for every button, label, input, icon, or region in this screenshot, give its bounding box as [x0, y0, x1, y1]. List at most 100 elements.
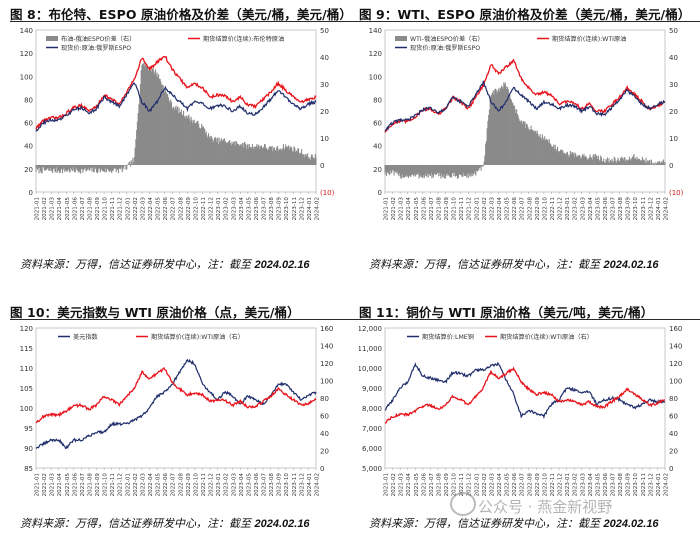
x-tick-label: 2023-06 [254, 473, 260, 497]
y-left-tick-label: 140 [369, 27, 382, 35]
x-tick-label: 2021-12 [118, 197, 124, 220]
source-text: 资料来源：万得，信达证券研发中心，注：截至 [20, 258, 251, 271]
x-tick-label: 2022-07 [520, 197, 526, 221]
x-tick-label: 2021-03 [399, 197, 405, 221]
x-tick-label: 2023-09 [626, 197, 632, 221]
x-tick-label: 2021-04 [57, 197, 63, 221]
y-right-tick-label: 20 [669, 108, 678, 116]
x-tick-label: 2022-11 [201, 473, 207, 497]
source-note: 资料来源：万得，信达证券研发中心，注：截至 2024.02.16 [369, 256, 659, 272]
x-tick-label: 2022-02 [482, 197, 488, 220]
chart-title: 图 10：美元指数与 WTI 原油价格（点，美元/桶） [10, 302, 700, 321]
legend-label: 现货价:原油:俄罗斯ESPO [410, 44, 480, 52]
x-tick-label: 2024-02 [664, 197, 670, 220]
x-tick-label: 2022-07 [520, 473, 526, 497]
chart-panel-fig11: 图 11：铜价与 WTI 原油价格（美元/吨，美元/桶） 5,000 6,000 7… [359, 302, 700, 530]
chart-panel-fig10: 图 10：美元指数与 WTI 原油价格（点，美元/桶） 85 90 95 100 105… [10, 302, 700, 531]
x-tick-label: 2023-11 [641, 197, 647, 221]
y-left-tick-label: 85 [24, 465, 33, 473]
y-right-tick-label: 40 [320, 54, 329, 62]
y-left-tick-label: 105 [20, 385, 33, 393]
y-left-tick-label: 9,000 [362, 385, 382, 393]
source-note: 资料来源：万得，信达证券研发中心，注：截至 2024.02.16 [20, 515, 310, 531]
x-tick-label: 2023-03 [580, 197, 586, 221]
x-tick-label: 2023-04 [588, 197, 594, 221]
x-tick-label: 2022-08 [178, 197, 184, 221]
y-right-tick-label: 60 [320, 413, 329, 421]
x-tick-label: 2023-02 [573, 473, 579, 496]
x-tick-label: 2023-10 [284, 473, 290, 497]
x-tick-label: 2022-10 [542, 197, 548, 221]
x-tick-label: 2022-12 [209, 197, 215, 220]
legend-label: 期货结算价(连续):WTI原油（右） [151, 333, 244, 341]
x-tick-label: 2023-02 [573, 197, 579, 220]
x-tick-label: 2021-12 [467, 473, 473, 496]
chart-title: 图 9：WTI、ESPO 原油价格及价差（美元/桶，美元/桶） [359, 4, 700, 23]
x-tick-label: 2021-06 [72, 197, 78, 221]
x-tick-label: 2022-05 [156, 197, 162, 221]
x-tick-label: 2023-12 [648, 197, 654, 220]
x-tick-label: 2023-12 [299, 473, 305, 496]
x-tick-label: 2022-12 [558, 473, 564, 496]
legend-label: 期货结算价(连续):WTI原油（右） [500, 333, 593, 341]
x-tick-label: 2021-08 [87, 473, 93, 497]
source-date: 2024.02.16 [254, 259, 310, 271]
y-right-tick-label: 20 [320, 448, 329, 456]
plot-frame [384, 327, 666, 469]
x-tick-label: 2022-06 [163, 197, 169, 221]
source-text: 资料来源：万得，信达证券研发中心，注：截至 [369, 258, 600, 271]
x-tick-label: 2023-04 [588, 473, 594, 497]
x-tick-label: 2021-05 [65, 473, 71, 497]
x-tick-label: 2022-03 [140, 473, 146, 497]
chart-title: 图 8：布伦特、ESPO 原油价格及价差（美元/桶，美元/桶） [10, 4, 700, 23]
x-tick-label: 2023-02 [224, 473, 230, 496]
y-right-tick-label: 120 [669, 360, 682, 368]
y-right-tick-label: 50 [669, 27, 678, 35]
series-line [35, 358, 317, 450]
x-tick-label: 2023-05 [246, 197, 252, 221]
x-tick-label: 2021-05 [414, 197, 420, 221]
x-tick-label: 2024-02 [315, 473, 321, 496]
x-tick-label: 2024-01 [656, 473, 662, 497]
x-tick-label: 2021-11 [110, 197, 116, 221]
y-right-tick-label: 60 [669, 413, 678, 421]
chart-plot: 0 20 40 60 80 100 120 140 (10) 0 10 20 30 40 50 2021-01… [369, 27, 684, 221]
x-tick-label: 2024-01 [656, 197, 662, 221]
y-left-tick-label: 10,000 [359, 365, 382, 373]
x-tick-label: 2022-02 [133, 473, 139, 496]
x-tick-label: 2022-01 [125, 197, 131, 221]
y-left-tick-label: 120 [20, 50, 33, 58]
x-tick-label: 2021-07 [80, 197, 86, 221]
y-right-tick-label: 20 [669, 448, 678, 456]
x-tick-label: 2022-09 [186, 473, 192, 497]
x-tick-label: 2021-08 [87, 197, 93, 221]
x-tick-label: 2021-01 [35, 197, 41, 221]
y-left-tick-label: 20 [24, 166, 33, 174]
x-tick-label: 2023-07 [611, 197, 617, 221]
x-tick-label: 2023-12 [648, 473, 654, 496]
x-tick-label: 2023-11 [292, 473, 298, 497]
y-left-tick-label: 90 [24, 445, 33, 453]
y-left-tick-label: 60 [373, 120, 382, 128]
x-tick-label: 2022-09 [535, 473, 541, 497]
x-tick-label: 2021-09 [95, 473, 101, 497]
y-right-tick-label: 0 [320, 162, 324, 170]
x-tick-label: 2023-11 [641, 473, 647, 497]
legend-swatch [46, 36, 58, 41]
x-tick-label: 2021-09 [444, 473, 450, 497]
x-tick-label: 2022-05 [505, 473, 511, 497]
x-tick-label: 2022-03 [489, 473, 495, 497]
y-right-tick-label: 10 [320, 135, 329, 143]
x-tick-label: 2023-05 [246, 473, 252, 497]
x-tick-label: 2021-08 [436, 473, 442, 497]
y-left-tick-label: 100 [20, 73, 33, 81]
series-line [35, 55, 317, 130]
x-tick-label: 2023-10 [633, 197, 639, 221]
x-tick-label: 2021-09 [95, 197, 101, 221]
y-right-tick-label: (10) [320, 189, 335, 197]
x-tick-label: 2021-11 [459, 473, 465, 497]
x-tick-label: 2023-06 [603, 473, 609, 497]
y-left-tick-label: 0 [378, 189, 382, 197]
x-tick-label: 2023-06 [254, 197, 260, 221]
x-tick-label: 2022-08 [527, 197, 533, 221]
